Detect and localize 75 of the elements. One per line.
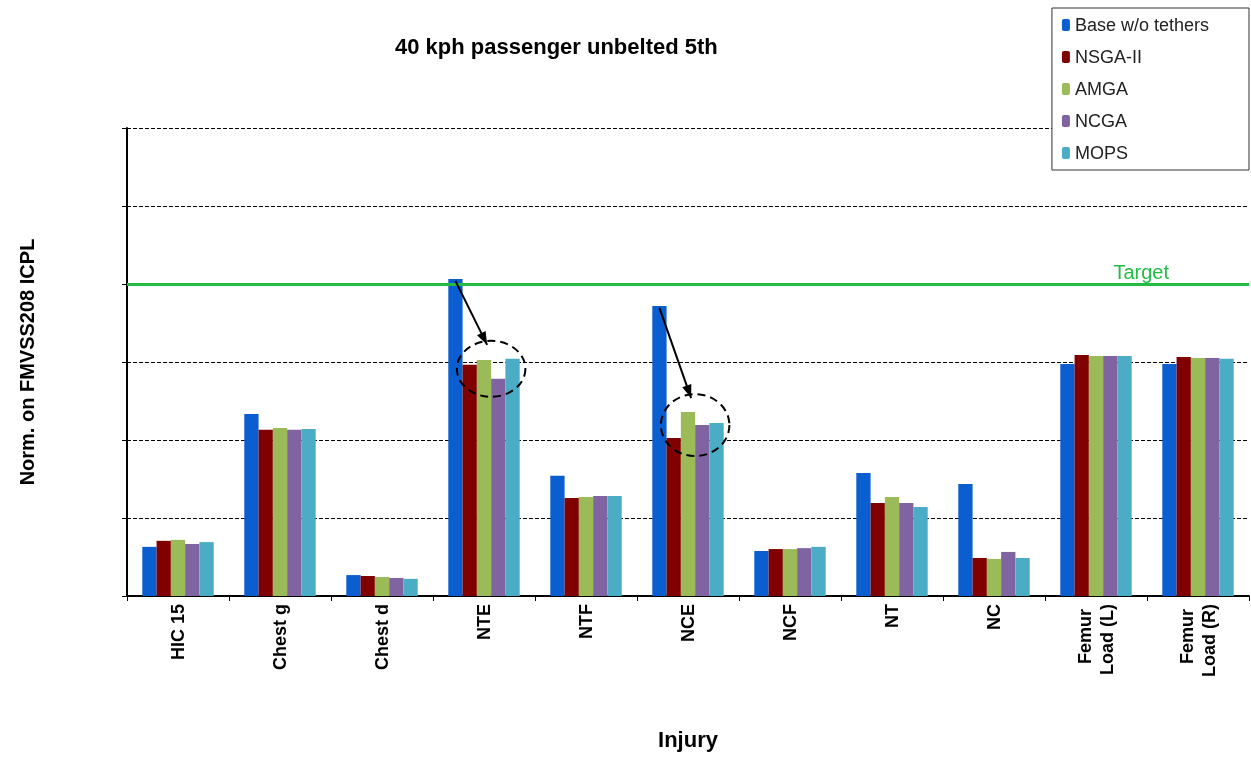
ref-line-label: Target (1113, 261, 1170, 283)
x-tick-label: NT (882, 604, 902, 628)
bar (607, 496, 622, 596)
bar (1015, 557, 1030, 596)
bar (870, 503, 885, 596)
x-axis-title: Injury (658, 726, 719, 752)
bar (1219, 358, 1234, 596)
bar (287, 429, 302, 596)
x-tick-label: NC (984, 604, 1004, 630)
legend-label: NCGA (1074, 111, 1127, 131)
bar (1117, 355, 1132, 596)
bar (913, 506, 928, 596)
bar (185, 544, 200, 596)
bar (856, 472, 871, 596)
bar (272, 427, 288, 596)
bar (768, 549, 783, 596)
x-tick-label: Chest d (372, 604, 392, 671)
x-tick-label: NTF (576, 604, 596, 639)
bar (972, 557, 987, 596)
x-tick-label: Femur Load (L) (1075, 604, 1117, 675)
bar (550, 475, 565, 596)
bar (1205, 357, 1220, 596)
x-tick-label: NTE (474, 604, 494, 640)
bar (652, 305, 667, 596)
bar (578, 497, 594, 596)
bar (958, 484, 973, 596)
bar (884, 497, 900, 596)
bar (199, 542, 214, 596)
bar (593, 496, 608, 596)
bar (1074, 355, 1089, 596)
bar (709, 422, 724, 596)
bar (476, 360, 492, 596)
bar (360, 576, 375, 596)
bar (403, 578, 418, 596)
x-tick-label: NCE (678, 604, 698, 643)
bar (754, 550, 769, 596)
bar (1190, 357, 1206, 596)
bar (374, 576, 390, 596)
bar (462, 364, 477, 596)
bar (346, 575, 361, 596)
x-tick-label: Femur Load (R) (1177, 603, 1219, 677)
bar (389, 577, 404, 596)
bar (564, 498, 579, 596)
bar (680, 412, 696, 596)
bar (170, 539, 186, 596)
bar (1060, 363, 1075, 596)
bar (899, 503, 914, 596)
bar (156, 540, 171, 596)
bar (448, 278, 463, 596)
bar (1001, 551, 1016, 596)
x-tick-label: Chest g (270, 604, 290, 671)
bar (1162, 363, 1177, 596)
bar (986, 558, 1002, 596)
bar (142, 546, 157, 596)
bar (244, 414, 259, 596)
bar (666, 438, 681, 596)
y-axis-title: Norm. on FMVSS208 ICPL (16, 238, 38, 486)
x-tick-label: NCF (780, 604, 800, 641)
legend-label: AMGA (1074, 79, 1128, 99)
bar (258, 429, 273, 596)
bar (491, 378, 506, 596)
bar (782, 549, 798, 596)
legend-label: MOPS (1074, 143, 1128, 163)
bar (811, 546, 826, 596)
bar (505, 358, 520, 596)
legend-label: NSGA-II (1074, 47, 1142, 67)
bar (797, 548, 812, 596)
bar (1176, 356, 1191, 596)
chart-title: 40 kph passenger unbelted 5th (395, 33, 718, 59)
legend-label: Base w/o tethers (1074, 15, 1210, 35)
x-tick-label: HIC 15 (168, 604, 188, 661)
bar (1103, 355, 1118, 596)
bar (695, 425, 710, 596)
bar (1088, 355, 1104, 596)
bar (301, 428, 316, 596)
